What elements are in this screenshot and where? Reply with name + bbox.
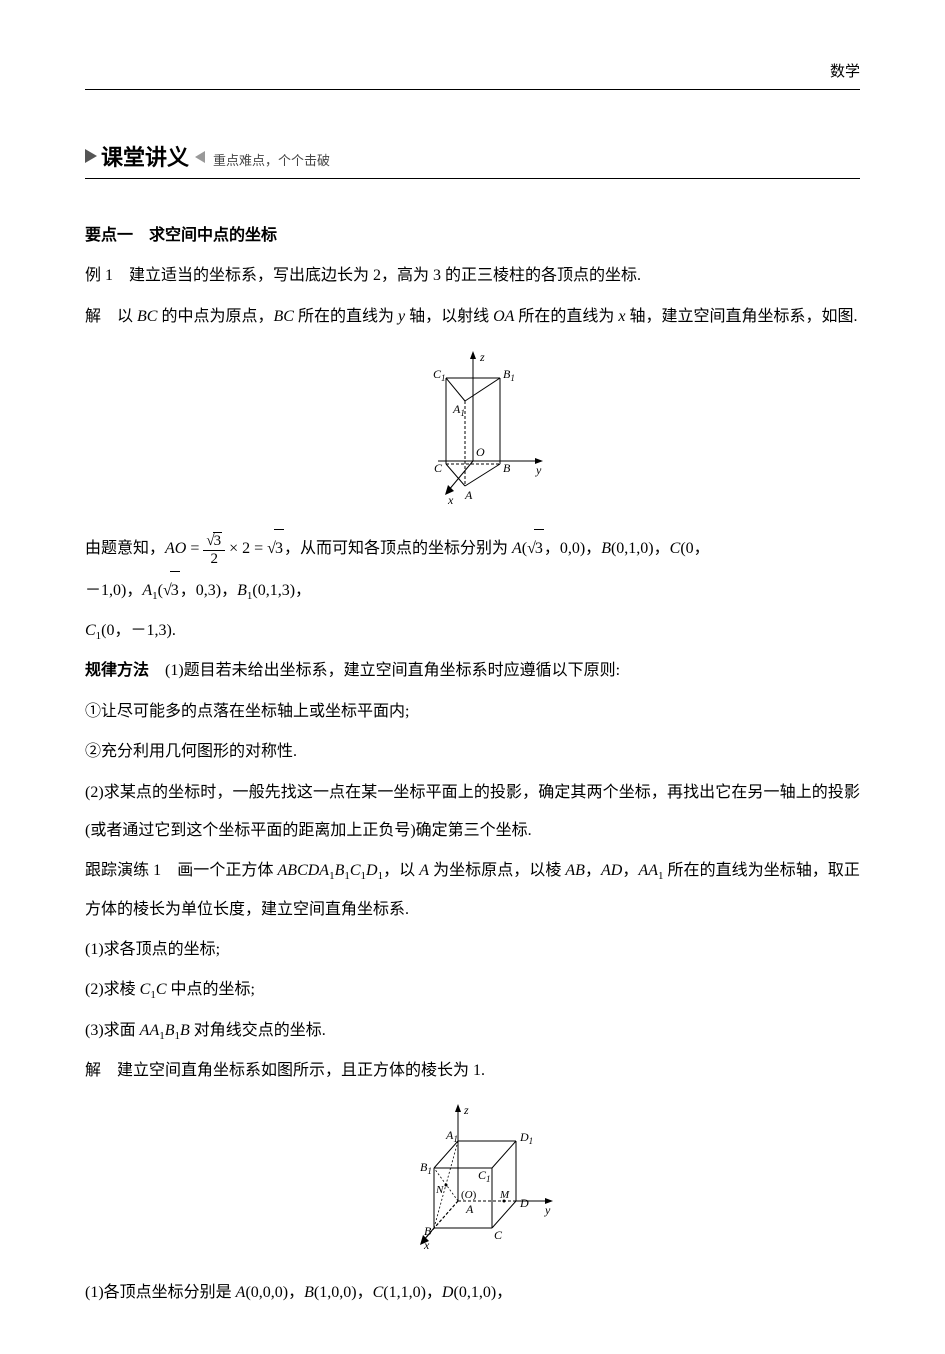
svg-text:z: z [463,1103,469,1117]
section-title-row: 课堂讲义 重点难点，个个击破 [85,140,860,179]
example1-coords-line2: －1,0)，A1(3，0,3)，B1(0,1,3)， [85,571,860,610]
svg-text:A1: A1 [452,402,465,418]
svg-text:A: A [464,488,473,502]
svg-text:B1: B1 [503,367,515,383]
svg-text:y: y [535,463,542,477]
method-item1: ①让尽可能多的点落在坐标轴上或坐标平面内; [85,693,860,731]
svg-text:x: x [423,1238,430,1251]
svg-text:D1: D1 [519,1130,533,1146]
svg-text:N: N [435,1184,444,1196]
svg-text:z: z [479,350,485,364]
svg-text:C: C [494,1228,503,1242]
section-title: 课堂讲义 [101,140,189,172]
svg-text:(O): (O) [461,1189,477,1201]
practice1-q3: (3)求面 AA1B1B 对角线交点的坐标. [85,1012,860,1050]
practice1-q2: (2)求棱 C1C 中点的坐标; [85,971,860,1009]
page: 数学 课堂讲义 重点难点，个个击破 要点一 求空间中点的坐标 例 1 建立适当的… [0,0,945,1354]
header-subject: 数学 [85,60,860,90]
method-item3: (2)求某点的坐标时，一般先找这一点在某一坐标平面上的投影，确定其两个坐标，再找… [85,774,860,851]
example1-title: 例 1 建立适当的坐标系，写出底边长为 2，高为 3 的正三棱柱的各顶点的坐标. [85,257,860,295]
svg-text:y: y [544,1203,551,1217]
svg-text:C: C [434,461,443,475]
practice1-q1: (1)求各顶点的坐标; [85,931,860,969]
practice1-title: 跟踪演练 1 画一个正方体 ABCDA1B1C1D1，以 A 为坐标原点，以棱 … [85,852,860,929]
prism-diagram: z y x C1 B1 A1 O C [85,346,860,511]
svg-text:B1: B1 [420,1160,432,1176]
svg-text:x: x [447,493,454,506]
example1-coords-line3: C1(0，－1,3). [85,612,860,650]
svg-text:M: M [499,1189,510,1201]
example1-sol-body: 由题意知，AO = 32 × 2 = 3，从而可知各顶点的坐标分别为 A(3，0… [85,529,860,568]
point-title-text: 要点一 求空间中点的坐标 [85,227,277,244]
method-item2: ②充分利用几何图形的对称性. [85,733,860,771]
point-title: 要点一 求空间中点的坐标 [85,217,860,255]
svg-text:B: B [503,461,511,475]
svg-text:O: O [476,445,485,459]
method-title: 规律方法 (1)题目若未给出坐标系，建立空间直角坐标系时应遵循以下原则: [85,652,860,690]
svg-text:A1: A1 [445,1128,458,1144]
svg-text:D: D [519,1196,529,1210]
practice1-sol-intro: 解 建立空间直角坐标系如图所示，且正方体的棱长为 1. [85,1052,860,1090]
arrow-right-icon [85,149,97,163]
svg-text:C1: C1 [433,367,446,383]
example1-solution-intro: 解 以 BC 的中点为原点，BC 所在的直线为 y 轴，以射线 OA 所在的直线… [85,298,860,336]
practice1-sol-line: (1)各顶点坐标分别是 A(0,0,0)，B(1,0,0)，C(1,1,0)，D… [85,1274,860,1312]
svg-text:B: B [424,1224,432,1238]
section-subtitle: 重点难点，个个击破 [213,150,330,169]
arrow-left-icon [195,151,205,163]
svg-text:A: A [465,1202,474,1216]
svg-text:C1: C1 [478,1168,491,1184]
cube-diagram: z y x [85,1101,860,1256]
